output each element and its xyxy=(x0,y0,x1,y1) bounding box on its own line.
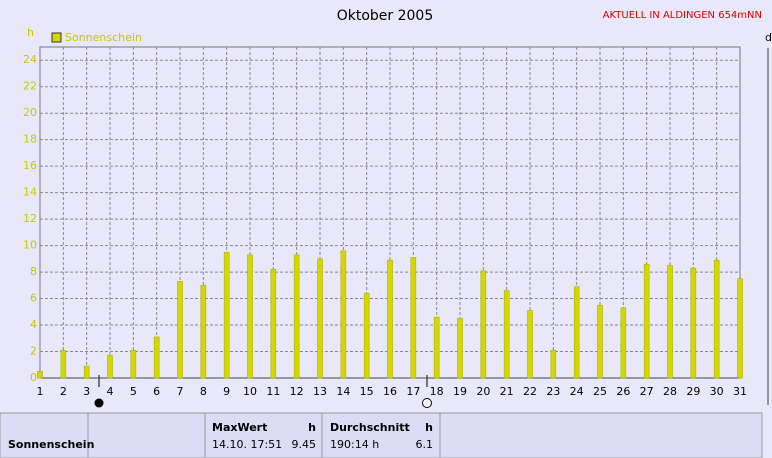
bar xyxy=(37,371,43,379)
bar xyxy=(410,257,417,379)
new-moon xyxy=(94,398,104,408)
chart-title: Oktober 2005 xyxy=(337,8,434,24)
legend-label: Sonnenschein xyxy=(65,31,142,44)
y-tick-label: 6 xyxy=(30,292,37,305)
x-tick-label: 31 xyxy=(733,385,747,398)
bar xyxy=(200,285,207,379)
bar xyxy=(503,290,510,379)
x-tick-label: 21 xyxy=(500,385,514,398)
bar xyxy=(597,304,603,379)
bar xyxy=(387,259,393,379)
x-tick-label: 18 xyxy=(430,385,444,398)
x-tick-label: 23 xyxy=(546,385,560,398)
bar xyxy=(363,292,370,379)
x-tick-label: 20 xyxy=(476,385,490,398)
x-tick-label: 27 xyxy=(640,385,654,398)
y-tick-label: 10 xyxy=(23,239,37,252)
x-tick-label: 2 xyxy=(60,385,67,398)
y-tick-label: 4 xyxy=(30,318,37,331)
table-row-label: Sonnenschein xyxy=(8,438,94,451)
y-tick-label: 8 xyxy=(30,265,37,278)
summary-table: Sonnenschein MaxWert h 14.10. 17:51 9.45… xyxy=(0,412,763,458)
bar xyxy=(737,278,743,379)
x-tick-label: 4 xyxy=(107,385,114,398)
x-tick-label: 15 xyxy=(360,385,374,398)
x-tick-label: 17 xyxy=(406,385,420,398)
y-tick-label: 0 xyxy=(30,371,37,384)
x-tick-label: 26 xyxy=(616,385,630,398)
x-tick-label: 6 xyxy=(153,385,160,398)
y-axis-label: h xyxy=(27,26,34,39)
y-tick-label: 2 xyxy=(30,345,37,358)
x-tick-label: 10 xyxy=(243,385,257,398)
bar xyxy=(550,349,557,379)
x-tick-label: 3 xyxy=(83,385,90,398)
table-unit: h xyxy=(308,421,316,434)
table-cell: 14.10. 17:51 xyxy=(212,438,282,451)
x-tick-label: 29 xyxy=(686,385,700,398)
bar xyxy=(457,318,463,379)
bar xyxy=(667,265,673,379)
bar xyxy=(177,281,183,379)
bar xyxy=(247,254,253,379)
x-tick-label: 16 xyxy=(383,385,397,398)
bar xyxy=(293,254,300,379)
bar xyxy=(643,263,650,379)
x-tick-label: 25 xyxy=(593,385,607,398)
y-tick-label: 20 xyxy=(23,106,37,119)
y-tick-label: 12 xyxy=(23,212,37,225)
table-header: MaxWert xyxy=(212,421,267,434)
bar xyxy=(60,349,67,379)
bar xyxy=(573,286,580,379)
y-tick-label: 16 xyxy=(23,159,37,172)
bar xyxy=(433,316,440,379)
bar xyxy=(107,355,113,379)
y-tick-label: 14 xyxy=(23,186,37,199)
bar xyxy=(153,336,160,379)
bar xyxy=(317,258,323,379)
bar xyxy=(223,251,230,379)
bar xyxy=(83,365,90,379)
table-cell: 9.45 xyxy=(292,438,317,451)
table-bg xyxy=(0,412,763,458)
table-unit: h xyxy=(425,421,433,434)
y-tick-label: 22 xyxy=(23,80,37,93)
x-tick-label: 22 xyxy=(523,385,537,398)
bar xyxy=(270,269,277,379)
x-tick-label: 13 xyxy=(313,385,327,398)
x-tick-label: 14 xyxy=(336,385,350,398)
bar xyxy=(480,270,487,379)
x-tick-label: 1 xyxy=(37,385,44,398)
bar xyxy=(713,259,720,379)
bar xyxy=(340,250,347,379)
x-tick-label: 24 xyxy=(570,385,584,398)
x-tick-label: 19 xyxy=(453,385,467,398)
x-tick-label: 12 xyxy=(290,385,304,398)
station-note: AKTUELL IN ALDINGEN 654mNN xyxy=(603,10,762,21)
table-cell: 190:14 h xyxy=(330,438,379,451)
x-tick-label: 11 xyxy=(266,385,280,398)
y-tick-label: 24 xyxy=(23,53,37,66)
x-tick-label: 28 xyxy=(663,385,677,398)
bar xyxy=(620,307,627,379)
bar xyxy=(690,267,697,379)
bar xyxy=(527,310,533,379)
x-tick-label: 8 xyxy=(200,385,207,398)
table-header: Durchschnitt xyxy=(330,421,410,434)
x-tick-label: 9 xyxy=(223,385,230,398)
table-cell: 6.1 xyxy=(416,438,434,451)
x-tick-label: 7 xyxy=(177,385,184,398)
legend-swatch xyxy=(51,32,62,43)
full-moon xyxy=(422,398,432,408)
x-axis-label: d xyxy=(765,31,772,44)
x-tick-label: 5 xyxy=(130,385,137,398)
bar xyxy=(130,349,137,379)
x-tick-label: 30 xyxy=(710,385,724,398)
y-tick-label: 18 xyxy=(23,133,37,146)
